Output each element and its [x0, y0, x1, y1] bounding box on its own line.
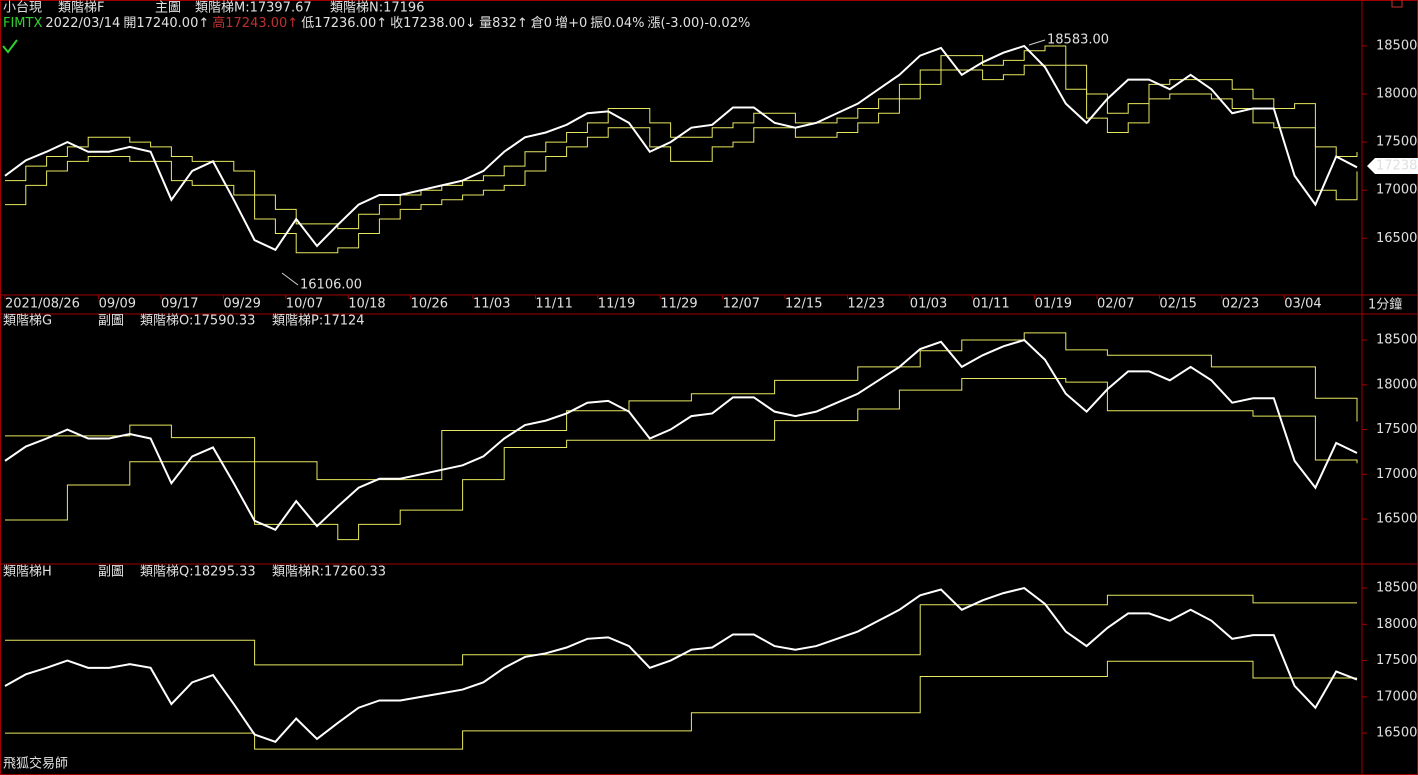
quote-item: 量832↑ [479, 16, 528, 31]
quote-item: 增+0 [555, 16, 588, 31]
quote-item: 振0.04% [590, 16, 645, 31]
price-line [4, 338, 1358, 532]
window-icon[interactable] [1391, 0, 1403, 8]
y-tick-label: 17500 [1376, 135, 1417, 150]
x-tick-label: 10/26 [411, 297, 448, 312]
step-line [5, 660, 1357, 750]
step-line [5, 64, 1358, 254]
x-tick-label: 11/29 [660, 297, 697, 312]
y-tick-label: 16500 [1376, 512, 1417, 527]
legend-entry: 類階梯M:17397.67 [195, 1, 312, 16]
panel-title: 類階梯F [58, 1, 104, 16]
legend-entry: 類階梯P:17124 [272, 314, 365, 329]
panel-subtitle: 主圖 [155, 1, 181, 16]
interval[interactable]: 1分鐘 [1368, 297, 1402, 313]
quote-item: 開17240.00↑ [123, 16, 210, 31]
quote-item: 收17238.00↓ [390, 16, 477, 31]
y-tick-label: 18000 [1376, 617, 1417, 632]
panel-subtitle: 副圖 [98, 314, 124, 329]
last-price-marker [1367, 158, 1418, 174]
quote-line: FIMTX 2022/03/14 開17240.00↑ 高17243.00↑ 低1723… [3, 16, 753, 32]
annotation-leader [1028, 39, 1046, 46]
y-tick-label: 17000 [1376, 183, 1417, 198]
x-tick-label: 01/19 [1035, 297, 1072, 312]
x-tick-label: 03/04 [1284, 297, 1321, 312]
x-tick-label: 02/23 [1222, 297, 1259, 312]
x-tick-label: 10/07 [286, 297, 323, 312]
step-line [5, 378, 1358, 541]
panel-subtitle: 副圖 [98, 565, 124, 580]
y-tick-label: 18000 [1376, 87, 1417, 102]
panel-title: 類階梯H [3, 565, 52, 580]
x-tick-label: 09/09 [99, 297, 136, 312]
x-tick-label: 12/15 [785, 297, 822, 312]
legend-entry: 類階梯Q:18295.33 [140, 565, 256, 580]
footer: 飛狐交易師 [3, 756, 68, 772]
last-price-label: 17238 [1376, 159, 1417, 174]
x-tick-label: 11/19 [598, 297, 635, 312]
x-tick-label: 09/17 [161, 297, 198, 312]
y-tick-label: 16500 [1376, 231, 1417, 246]
x-tick-label: 01/03 [910, 297, 947, 312]
y-tick-label: 17000 [1376, 689, 1417, 704]
quote-item: 漲(-3.00)-0.02% [647, 16, 751, 31]
annotation: 16106.00 [300, 278, 362, 293]
annotation: 18583.00 [1047, 33, 1109, 48]
x-tick-label: 12/23 [847, 297, 884, 312]
legend-entry: 類階梯N:17196 [330, 1, 424, 16]
legend-entry: 類階梯O:17590.33 [140, 314, 255, 329]
x-tick-label: 10/18 [348, 297, 385, 312]
step-line [5, 332, 1358, 481]
quote-item: 低17236.00↑ [301, 16, 388, 31]
quote-item: 2022/03/14 [45, 16, 121, 31]
quote-item: FIMTX [3, 16, 43, 31]
annotation-leader [281, 272, 299, 286]
y-tick-label: 18500 [1376, 581, 1417, 596]
y-tick-label: 17500 [1376, 422, 1417, 437]
y-tick-label: 18500 [1376, 333, 1417, 348]
x-tick-label: 09/29 [223, 297, 260, 312]
x-tick-label: 01/11 [972, 297, 1009, 312]
x-tick-label: 11/03 [473, 297, 510, 312]
quote-item: 高17243.00↑ [212, 16, 299, 31]
y-tick-label: 17500 [1376, 653, 1417, 668]
panel-title: 類階梯G [3, 314, 52, 329]
x-tick-label: 2021/08/26 [5, 297, 80, 312]
x-tick-label: 02/07 [1097, 297, 1134, 312]
y-tick-label: 17000 [1376, 467, 1417, 482]
y-tick-label: 16500 [1376, 726, 1417, 741]
legend-entry: 類階梯R:17260.33 [272, 565, 386, 580]
x-tick-label: 12/07 [723, 297, 760, 312]
x-tick-label: 02/15 [1159, 297, 1196, 312]
check-icon [2, 39, 18, 54]
step-line [5, 594, 1357, 666]
price-line [4, 586, 1358, 743]
symbol: 小台現 [3, 1, 42, 16]
quote-item: 倉0 [530, 16, 553, 31]
price-line [4, 44, 1358, 252]
y-tick-label: 18500 [1376, 38, 1417, 53]
y-tick-label: 18000 [1376, 377, 1417, 392]
x-tick-label: 11/11 [535, 297, 572, 312]
step-line [5, 45, 1358, 230]
